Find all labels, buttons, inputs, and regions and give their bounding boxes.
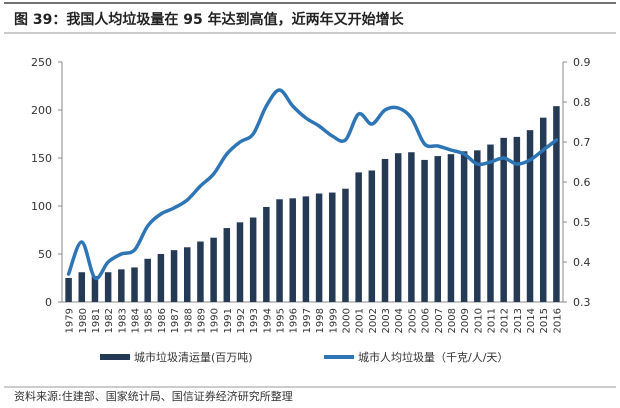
bar xyxy=(184,247,191,302)
bar xyxy=(553,106,560,302)
x-tick-label: 2013 xyxy=(513,308,524,333)
x-tick-label: 1998 xyxy=(315,308,326,333)
x-tick-label: 1994 xyxy=(262,308,273,333)
x-tick-label: 1981 xyxy=(91,308,102,333)
x-tick-label: 1995 xyxy=(276,308,287,333)
bar xyxy=(435,156,442,302)
y-left-tick-label: 150 xyxy=(31,152,52,165)
bar xyxy=(448,154,455,302)
y-right-tick-label: 0.4 xyxy=(573,256,591,269)
line-path xyxy=(69,90,557,278)
x-tick-label: 1997 xyxy=(302,308,313,333)
bar xyxy=(355,172,362,302)
x-tick-label: 1982 xyxy=(104,308,115,333)
bar xyxy=(158,254,165,302)
source-note: 资料来源:住建部、国家统计局、国信证券经济研究所整理 xyxy=(14,389,293,403)
bar xyxy=(329,193,336,302)
legend-line-swatch xyxy=(324,355,354,359)
figure-title: 图 39：我国人均垃圾量在 95 年达到高值，近两年又开始增长 xyxy=(14,11,405,28)
line-series xyxy=(68,90,556,279)
x-tick-label: 2003 xyxy=(381,308,392,333)
bar xyxy=(382,159,389,302)
bar xyxy=(408,152,415,302)
x-tick-label: 2004 xyxy=(394,308,405,333)
bar-series xyxy=(65,106,559,302)
x-tick-label: 1986 xyxy=(157,308,168,333)
x-tick-label: 2005 xyxy=(407,308,418,333)
x-tick-label: 1979 xyxy=(65,308,76,333)
y-left-tick-label: 250 xyxy=(31,56,52,69)
x-tick-label: 1993 xyxy=(249,308,260,333)
x-tick-label: 2016 xyxy=(552,308,563,333)
bar xyxy=(276,199,283,302)
legend-bar-label: 城市垃圾清运量(百万吨) xyxy=(134,350,253,364)
x-tick-label: 1980 xyxy=(78,308,89,333)
x-tick-label: 2007 xyxy=(434,308,445,333)
legend-bar-swatch xyxy=(100,354,130,360)
x-tick-label: 2014 xyxy=(526,308,537,333)
y-right-tick-label: 0.8 xyxy=(573,96,591,109)
bar xyxy=(105,272,112,302)
x-tick-label: 1991 xyxy=(223,308,234,333)
y-right-tick-label: 0.7 xyxy=(573,136,591,149)
x-tick-label: 2012 xyxy=(500,308,511,333)
bar xyxy=(144,259,151,302)
bar xyxy=(250,218,257,302)
x-tick-label: 1992 xyxy=(236,308,247,333)
bar xyxy=(131,267,138,302)
bar xyxy=(500,138,507,302)
x-tick-label: 2010 xyxy=(473,308,484,333)
x-tick-label: 1989 xyxy=(196,308,207,333)
bar xyxy=(342,189,349,302)
bar xyxy=(474,150,481,302)
bar xyxy=(79,272,86,302)
bar xyxy=(197,242,204,302)
bar xyxy=(461,151,468,302)
bar xyxy=(237,222,244,302)
bar xyxy=(369,170,376,302)
y-right-tick-label: 0.9 xyxy=(573,56,591,69)
bar xyxy=(224,228,231,302)
x-tick-label: 2009 xyxy=(460,308,471,333)
bar xyxy=(421,160,428,302)
bar xyxy=(527,130,534,302)
x-tick-label: 2011 xyxy=(486,308,497,333)
x-tick-label: 2006 xyxy=(421,308,432,333)
y-left-tick-label: 200 xyxy=(31,104,52,117)
y-left-tick-label: 100 xyxy=(31,200,52,213)
bar xyxy=(118,269,125,302)
x-tick-label: 1984 xyxy=(131,308,142,333)
bar xyxy=(210,238,217,302)
x-tick-label: 2015 xyxy=(539,308,550,333)
y-left-tick-label: 0 xyxy=(45,296,52,309)
bar xyxy=(540,118,547,302)
bar xyxy=(303,196,310,302)
bar xyxy=(395,153,402,302)
x-tick-label: 1988 xyxy=(183,308,194,333)
x-tick-label: 2000 xyxy=(341,308,352,333)
bar xyxy=(289,198,296,302)
legend: 城市垃圾清运量(百万吨) 城市人均垃圾量（千克/人/天） xyxy=(100,350,508,364)
y-right-tick-label: 0.5 xyxy=(573,216,591,229)
x-tick-label: 1987 xyxy=(170,308,181,333)
y-left-tick-label: 50 xyxy=(38,248,52,261)
legend-line-label: 城市人均垃圾量（千克/人/天） xyxy=(358,350,508,364)
x-tick-label: 1985 xyxy=(144,308,155,333)
x-tick-label: 2002 xyxy=(368,308,379,333)
bar xyxy=(65,278,72,302)
x-tick-label: 2008 xyxy=(447,308,458,333)
x-tick-label: 1999 xyxy=(328,308,339,333)
x-tick-label: 1990 xyxy=(210,308,221,333)
x-tick-label: 1996 xyxy=(289,308,300,333)
x-tick-label: 1983 xyxy=(117,308,128,333)
bar xyxy=(487,145,494,302)
y-right-tick-label: 0.6 xyxy=(573,176,591,189)
bar xyxy=(263,207,270,302)
x-tick-label: 2001 xyxy=(355,308,366,333)
bar xyxy=(171,250,178,302)
bar xyxy=(316,194,323,302)
y-right-tick-label: 0.3 xyxy=(573,296,591,309)
